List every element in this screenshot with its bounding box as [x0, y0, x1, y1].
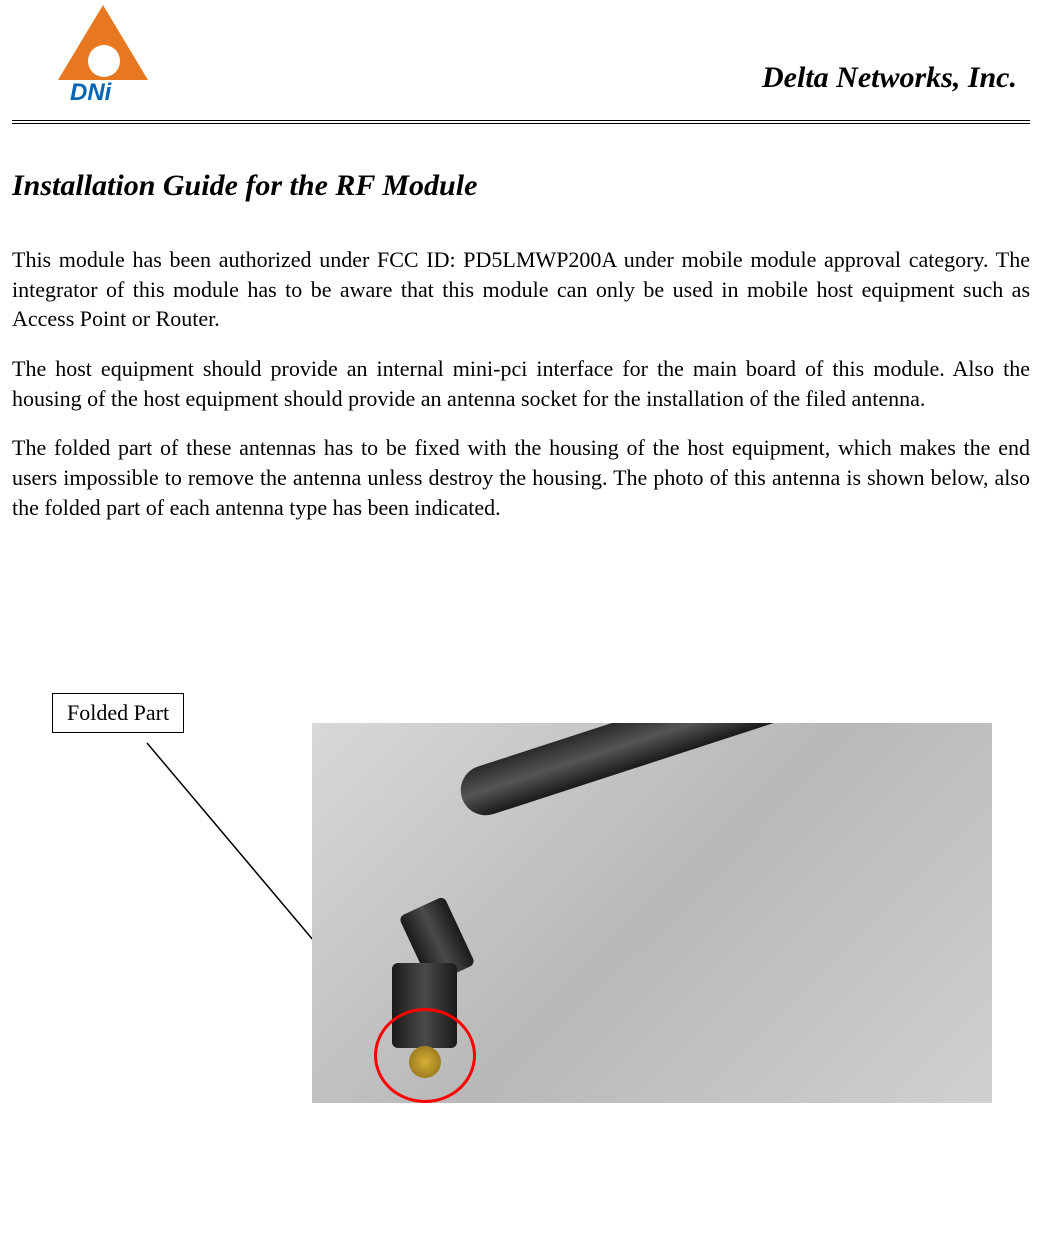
folded-part-label: Folded Part: [52, 693, 184, 733]
antenna-body-shape: [454, 723, 926, 822]
company-logo: DNi: [50, 5, 155, 110]
header-divider: [12, 120, 1030, 124]
paragraph-3: The folded part of these antennas has to…: [12, 433, 1030, 522]
paragraph-2: The host equipment should provide an int…: [12, 354, 1030, 413]
company-name: Delta Networks, Inc.: [762, 61, 1022, 110]
paragraph-1: This module has been authorized under FC…: [12, 245, 1030, 334]
antenna-photo: [312, 723, 992, 1103]
logo-text: DNi: [70, 79, 111, 107]
page-title: Installation Guide for the RF Module: [12, 169, 1030, 203]
antenna-figure: Folded Part: [12, 693, 1030, 1123]
logo-circle-icon: [88, 45, 120, 77]
highlight-circle: [374, 1008, 476, 1103]
document-content: Installation Guide for the RF Module Thi…: [0, 169, 1042, 1123]
document-header: DNi Delta Networks, Inc.: [0, 0, 1042, 120]
